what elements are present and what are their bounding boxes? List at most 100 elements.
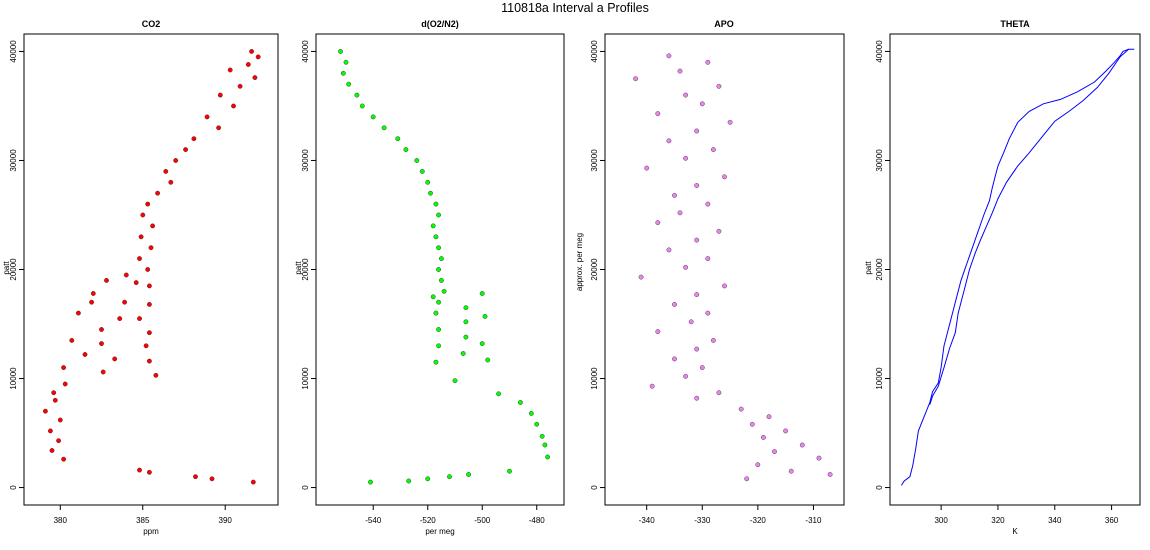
data-point — [89, 299, 95, 305]
x-tick-label: 360 — [1105, 516, 1119, 525]
data-point — [438, 277, 444, 283]
data-point — [479, 341, 485, 346]
data-point — [518, 400, 523, 405]
data-point — [482, 313, 488, 319]
data-point — [672, 192, 677, 198]
x-tick-label: -480 — [529, 516, 546, 525]
data-point — [231, 103, 236, 109]
data-point — [755, 462, 761, 468]
y-tick-label: 0 — [9, 485, 18, 490]
plot-marks — [43, 49, 261, 485]
plot-frame — [23, 33, 279, 506]
data-point — [146, 469, 152, 475]
y-tick-label: 30000 — [9, 149, 18, 172]
data-point — [749, 421, 755, 427]
data-point — [99, 327, 104, 332]
data-point — [104, 277, 109, 283]
data-point — [354, 92, 360, 98]
y-tick-label: 10000 — [9, 367, 18, 390]
data-point — [699, 365, 705, 370]
data-point — [359, 103, 365, 109]
data-point — [346, 81, 352, 87]
data-point — [694, 292, 700, 297]
data-point — [677, 68, 683, 74]
data-point — [772, 449, 777, 454]
data-point — [52, 397, 58, 403]
plot-frame — [604, 33, 845, 506]
data-point — [145, 267, 151, 272]
data-point — [433, 359, 439, 365]
data-point — [788, 468, 794, 474]
data-point — [227, 67, 233, 73]
data-point — [338, 49, 343, 54]
data-point — [419, 168, 425, 174]
series-line-1 — [929, 48, 1129, 405]
x-axis-label: per meg — [425, 527, 454, 536]
data-point — [56, 438, 61, 444]
data-point — [430, 223, 436, 229]
x-tick-label: -330 — [694, 516, 711, 525]
data-point — [716, 228, 722, 234]
data-point — [395, 136, 401, 142]
data-point — [49, 448, 55, 453]
data-point — [447, 474, 452, 480]
data-point — [441, 288, 447, 294]
data-point — [425, 179, 431, 185]
data-point — [168, 179, 174, 185]
data-point — [638, 274, 644, 280]
data-point — [143, 343, 149, 349]
data-point — [466, 472, 471, 477]
panel-apo: APO -340 -330 -320 -310 0 10000 20000 30000 4000… — [575, 19, 845, 525]
data-point — [436, 327, 441, 332]
data-point — [463, 319, 469, 325]
data-point — [146, 301, 152, 307]
data-point — [460, 351, 466, 356]
y-tick-label: 20000 — [590, 258, 599, 281]
data-point — [137, 467, 142, 473]
data-point — [343, 59, 349, 65]
plot-marks — [633, 53, 833, 482]
data-point — [711, 147, 716, 153]
data-point — [672, 301, 677, 307]
data-point — [146, 330, 152, 336]
data-point — [117, 316, 123, 321]
y-tick-label: 0 — [590, 485, 599, 490]
data-point — [414, 158, 420, 163]
data-point — [82, 352, 88, 357]
data-point — [716, 390, 722, 396]
data-point — [193, 474, 198, 480]
y-axis-label: approx. per meg — [575, 233, 584, 291]
data-point — [43, 408, 48, 414]
data-point — [99, 341, 104, 346]
data-point — [252, 75, 258, 81]
plot-frame — [889, 33, 1141, 506]
x-tick-label: -520 — [420, 516, 437, 525]
data-point — [69, 337, 75, 343]
x-tick-label: -310 — [805, 516, 822, 525]
data-point — [438, 256, 444, 261]
x-tick-label: -500 — [474, 516, 491, 525]
data-point — [433, 234, 439, 240]
data-point — [237, 83, 243, 89]
data-point — [191, 136, 197, 142]
data-point — [539, 433, 545, 439]
data-point — [727, 119, 733, 125]
data-point — [122, 299, 128, 305]
data-point — [340, 70, 346, 76]
data-point — [705, 201, 711, 207]
plot-marks — [338, 49, 550, 485]
data-point — [677, 210, 683, 216]
data-point — [61, 365, 66, 370]
data-point — [633, 76, 638, 82]
x-tick-label: 380 — [54, 516, 68, 525]
data-point — [683, 92, 688, 98]
data-point — [655, 220, 661, 226]
y-tick-label: 0 — [875, 485, 884, 490]
data-point — [542, 442, 548, 448]
x-tick-label: -540 — [365, 516, 382, 525]
data-point — [146, 283, 152, 289]
x-tick-label: -320 — [750, 516, 767, 525]
data-point — [209, 476, 215, 482]
data-point — [694, 237, 700, 243]
data-point — [694, 346, 700, 352]
